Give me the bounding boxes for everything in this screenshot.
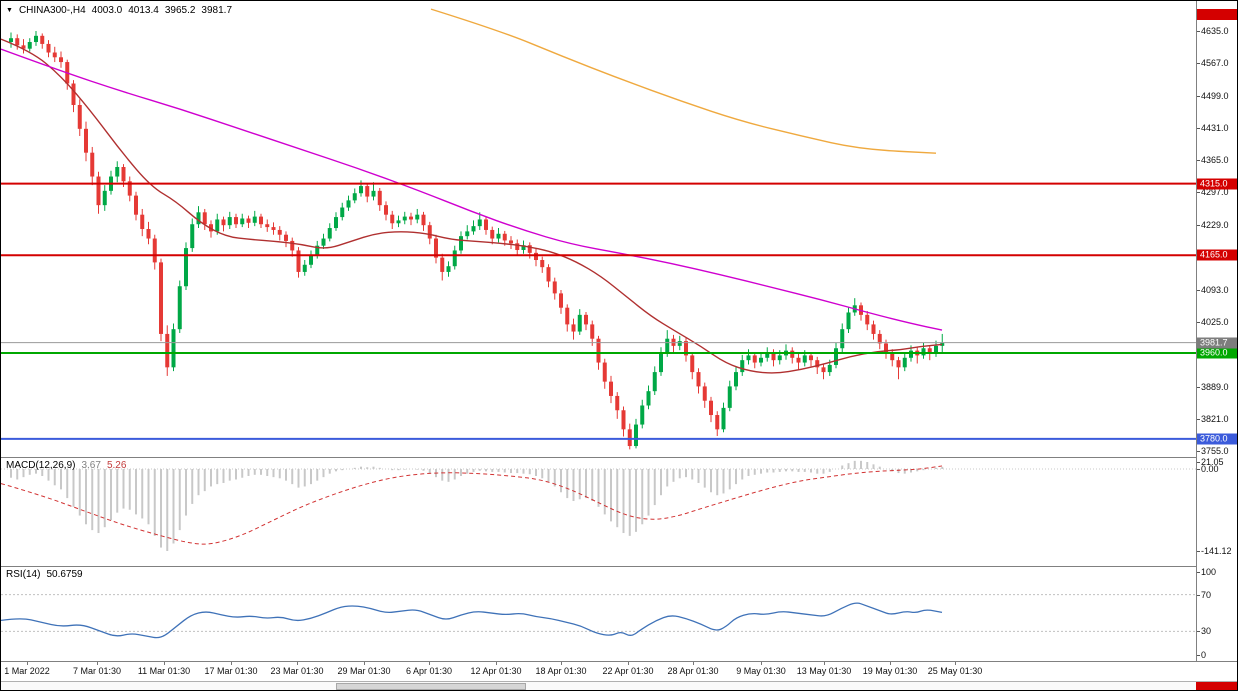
time-tick-label: 28 Apr 01:30 — [667, 666, 719, 676]
price-tick-label: 4499.0 — [1201, 90, 1229, 101]
macd-indicator-label: MACD(12,26,9) 3.67 5.26 — [6, 460, 126, 471]
ma-slow-orange — [430, 8, 937, 154]
macd-signal-value: 5.26 — [106, 460, 127, 471]
time-tick-label: 29 Mar 01:30 — [337, 666, 391, 676]
price-tick-label: 4365.0 — [1201, 154, 1229, 165]
axis-top-marker — [1197, 9, 1237, 20]
chart-header: ▼ CHINA300-,H4 4003.0 4013.4 3965.2 3981… — [6, 5, 232, 16]
horizontal-scrollbar[interactable] — [1, 681, 1237, 690]
price-tick-label: 3755.0 — [1201, 445, 1229, 456]
time-tick-label: 12 Apr 01:30 — [470, 666, 522, 676]
macd-name: MACD(12,26,9) — [6, 460, 76, 471]
ma-fast-darkred — [1, 38, 943, 374]
macd-main-value: 3.67 — [81, 460, 101, 471]
time-tick-label: 6 Apr 01:30 — [405, 666, 453, 676]
panel-separator[interactable] — [1, 457, 1237, 458]
macd-tick-label: 0.00 — [1201, 464, 1219, 474]
price-tick-label: 3821.0 — [1201, 414, 1229, 425]
panel-separator — [1, 661, 1237, 662]
time-tick-label: 1 Mar 2022 — [4, 666, 50, 676]
time-tick-label: 11 Mar 01:30 — [137, 666, 191, 676]
price-tick-label: 4297.0 — [1201, 187, 1229, 198]
rsi-indicator-label: RSI(14) 50.6759 — [6, 569, 83, 580]
current-price-label: 3981.7 — [1197, 337, 1237, 349]
rsi-value: 50.6759 — [46, 569, 83, 580]
time-tick-label: 19 May 01:30 — [862, 666, 918, 676]
macd-tick-label: 21.05 — [1201, 457, 1224, 467]
price-tick-label: 4635.0 — [1201, 26, 1229, 37]
time-axis[interactable]: 1 Mar 2022 7 Mar 01:30 11 Mar 01:30 17 Mar … — [1, 662, 1196, 680]
scrollbar-corner-marker — [1196, 682, 1237, 690]
price-tick-label: 4229.0 — [1201, 219, 1229, 230]
price-chart-canvas[interactable] — [1, 1, 1196, 661]
rsi-tick-label: 70 — [1201, 589, 1212, 600]
panel-separator[interactable] — [1, 566, 1237, 567]
ohlc-low: 3965.2 — [164, 5, 196, 16]
ohlc-high: 4013.4 — [128, 5, 159, 16]
time-tick-label: 13 May 01:30 — [796, 666, 852, 676]
symbol-dropdown-icon[interactable]: ▼ — [6, 7, 13, 14]
time-tick-label: 22 Apr 01:30 — [602, 666, 654, 676]
hline-price-label: 4315.0 — [1197, 178, 1237, 190]
hline-price-label: 3960.0 — [1197, 347, 1237, 359]
rsi-name: RSI(14) — [6, 569, 41, 580]
ohlc-close: 3981.7 — [201, 5, 233, 16]
price-tick-label: 4567.0 — [1201, 58, 1229, 69]
axis-separator — [1196, 1, 1197, 661]
time-tick-label: 9 May 01:30 — [736, 666, 786, 676]
hline-price-label: 3780.0 — [1197, 433, 1237, 445]
ohlc-open: 4003.0 — [91, 5, 123, 16]
price-axis[interactable]: 4635.0 4567.0 4499.0 4431.0 4365.0 4297.0 4229… — [1197, 1, 1237, 661]
price-tick-label: 4431.0 — [1201, 123, 1229, 134]
price-tick-label: 4025.0 — [1201, 317, 1229, 327]
rsi-tick-label: 0 — [1201, 650, 1207, 660]
macd-tick-label: -141.12 — [1201, 546, 1232, 557]
rsi-tick-label: 100 — [1201, 567, 1217, 577]
rsi-tick-label: 30 — [1201, 626, 1212, 637]
price-tick-label: 4093.0 — [1201, 284, 1229, 295]
time-tick-label: 25 May 01:30 — [927, 666, 983, 676]
price-tick-label: 3889.0 — [1201, 381, 1229, 392]
symbol-timeframe: CHINA300-,H4 — [18, 5, 86, 16]
time-tick-label: 17 Mar 01:30 — [204, 666, 258, 676]
time-tick-label: 7 Mar 01:30 — [72, 666, 122, 676]
scrollbar-thumb[interactable] — [336, 683, 526, 690]
ma-mid-magenta — [1, 48, 943, 331]
time-tick-label: 23 Mar 01:30 — [270, 666, 324, 676]
hline-price-label: 4165.0 — [1197, 249, 1237, 261]
time-tick-label: 18 Apr 01:30 — [535, 666, 587, 676]
